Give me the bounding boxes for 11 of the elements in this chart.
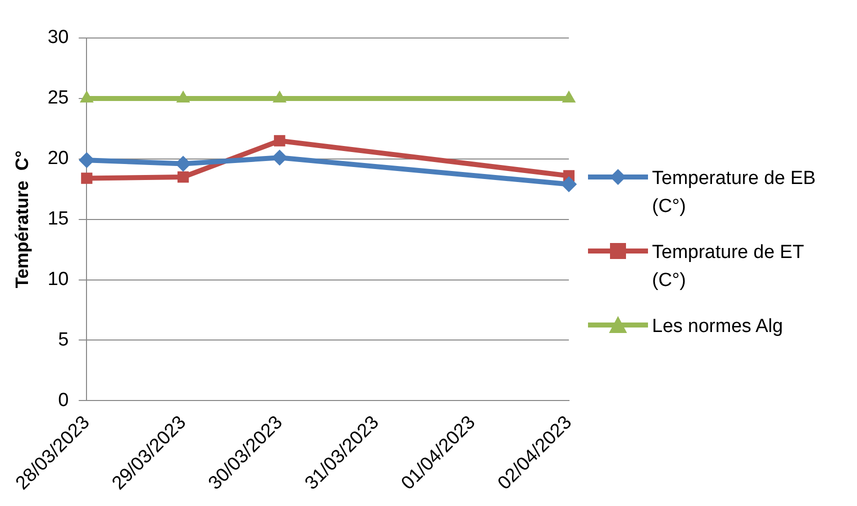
y-tick-label: 30 <box>48 27 69 48</box>
legend-label: Les normes Alg <box>652 315 783 339</box>
legend-label: Temprature de ET (C°) <box>652 241 805 293</box>
y-axis-title: Température C° <box>12 150 32 288</box>
legend-label: Temperature de EB (C°) <box>652 167 817 219</box>
y-tick-label: 0 <box>58 390 69 411</box>
y-tick-label: 10 <box>48 268 69 290</box>
y-tick-label: 15 <box>48 208 69 230</box>
y-tick-label: 20 <box>48 148 69 170</box>
y-tick-label: 25 <box>48 88 69 109</box>
y-tick-label: 5 <box>58 329 69 350</box>
